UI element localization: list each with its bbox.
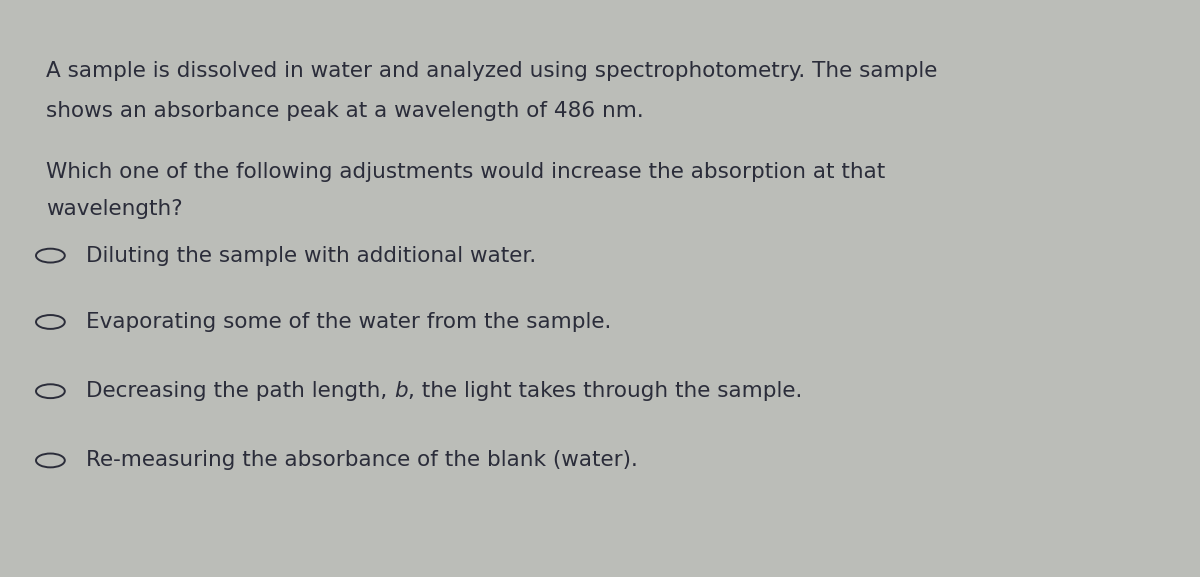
Text: Decreasing the path length,: Decreasing the path length, bbox=[86, 381, 395, 401]
Text: shows an absorbance peak at a wavelength of 486 nm.: shows an absorbance peak at a wavelength… bbox=[46, 101, 643, 121]
Text: wavelength?: wavelength? bbox=[46, 199, 182, 219]
Text: b: b bbox=[395, 381, 408, 401]
Text: Diluting the sample with additional water.: Diluting the sample with additional wate… bbox=[86, 246, 536, 265]
Text: A sample is dissolved in water and analyzed using spectrophotometry. The sample: A sample is dissolved in water and analy… bbox=[46, 61, 937, 81]
Text: Which one of the following adjustments would increase the absorption at that: Which one of the following adjustments w… bbox=[46, 162, 884, 182]
Text: Evaporating some of the water from the sample.: Evaporating some of the water from the s… bbox=[86, 312, 612, 332]
Text: Re-measuring the absorbance of the blank (water).: Re-measuring the absorbance of the blank… bbox=[86, 451, 638, 470]
Text: , the light takes through the sample.: , the light takes through the sample. bbox=[408, 381, 803, 401]
